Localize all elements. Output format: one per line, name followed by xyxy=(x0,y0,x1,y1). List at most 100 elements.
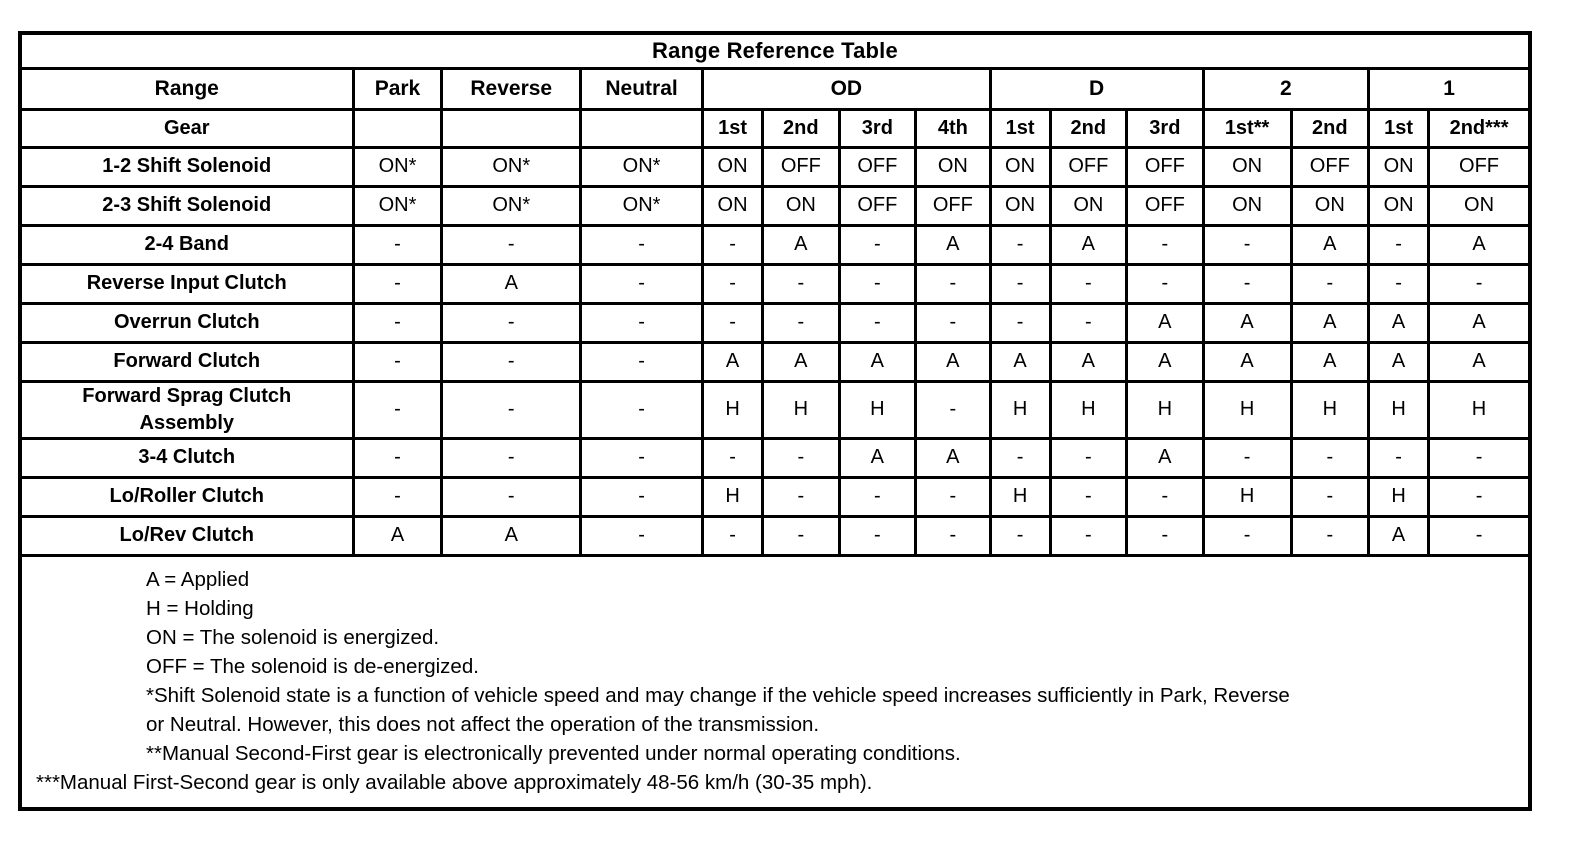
value-cell: A xyxy=(1289,340,1371,383)
range-reference-table: Range Reference Table Range Park Reverse… xyxy=(18,31,1532,811)
range-park-header: Park xyxy=(351,66,444,111)
value-cell: - xyxy=(1427,475,1532,518)
range-reverse-header: Reverse xyxy=(440,66,583,111)
row-label: Forward Clutch xyxy=(18,340,355,383)
value-cell: - xyxy=(440,301,583,344)
value-cell: H xyxy=(1201,475,1293,518)
gear-od-2nd: 2nd xyxy=(761,107,841,149)
value-cell: - xyxy=(837,262,918,305)
value-cell: A xyxy=(761,340,841,383)
value-cell: A xyxy=(1367,301,1431,344)
table-row: Reverse Input Clutch - A - - - - - - - - - - - - xyxy=(18,262,1532,305)
value-cell: A xyxy=(1048,223,1129,266)
value-cell: A xyxy=(1048,340,1129,383)
value-cell: A xyxy=(1289,301,1371,344)
value-cell: ON xyxy=(1289,184,1371,227)
value-cell: - xyxy=(761,436,841,479)
row-label: 1-2 Shift Solenoid xyxy=(18,145,355,188)
value-cell: A xyxy=(1367,340,1431,383)
value-cell: - xyxy=(1201,436,1293,479)
gear-empty-park xyxy=(351,107,444,149)
value-cell: H xyxy=(988,379,1052,440)
gear-od-3rd: 3rd xyxy=(837,107,918,149)
value-cell: - xyxy=(351,223,444,266)
table-row: 3-4 Clutch - - - - - A A - - A - - - - xyxy=(18,436,1532,479)
value-cell: - xyxy=(351,262,444,305)
row-label-text: Overrun Clutch xyxy=(113,311,260,333)
value-cell: ON xyxy=(1367,184,1431,227)
value-cell: A xyxy=(1427,340,1532,383)
value-cell: ON xyxy=(1048,184,1129,227)
value-cell: ON* xyxy=(440,184,583,227)
value-cell: A xyxy=(914,436,992,479)
value-cell: - xyxy=(701,223,765,266)
table-row: 2-4 Band - - - - A - A - A - - A - A xyxy=(18,223,1532,266)
value-cell: - xyxy=(701,301,765,344)
value-cell: - xyxy=(988,223,1052,266)
gear-2-1st: 1st** xyxy=(1201,107,1293,149)
value-cell: ON* xyxy=(440,145,583,188)
value-cell: - xyxy=(837,475,918,518)
range-neutral-header: Neutral xyxy=(579,66,705,111)
value-cell: H xyxy=(701,475,765,518)
value-cell: A xyxy=(837,436,918,479)
footnote-line: A = Applied xyxy=(146,567,250,591)
gear-od-1st: 1st xyxy=(701,107,765,149)
value-cell: - xyxy=(988,262,1052,305)
value-cell: - xyxy=(351,436,444,479)
gear-empty-neutral xyxy=(579,107,705,149)
range-od-header: OD xyxy=(701,66,992,111)
range-d-header: D xyxy=(988,66,1205,111)
row-label-text: Lo/Rev Clutch xyxy=(119,524,254,546)
row-label: Forward Sprag Clutch Assembly xyxy=(18,379,355,440)
row-label-text: 3-4 Clutch xyxy=(138,446,236,468)
value-cell: - xyxy=(914,262,992,305)
value-cell: OFF xyxy=(914,184,992,227)
value-cell: A xyxy=(914,223,992,266)
table-row: 1-2 Shift Solenoid ON* ON* ON* ON OFF OFF ON ON O… xyxy=(18,145,1532,188)
value-cell: H xyxy=(1367,475,1431,518)
value-cell: - xyxy=(1367,223,1431,266)
value-cell: OFF xyxy=(1427,145,1532,188)
footnote-line: ON = The solenoid is energized. xyxy=(146,625,440,649)
value-cell: - xyxy=(1427,436,1532,479)
value-cell: - xyxy=(1048,514,1129,557)
value-cell: - xyxy=(579,262,705,305)
title-row: Range Reference Table xyxy=(18,31,1532,70)
table-row: Lo/Rev Clutch A A - - - - - - - - - - A - xyxy=(18,514,1532,557)
value-cell: - xyxy=(579,301,705,344)
gear-empty-reverse xyxy=(440,107,583,149)
value-cell: - xyxy=(440,436,583,479)
value-cell: - xyxy=(440,340,583,383)
value-cell: OFF xyxy=(761,145,841,188)
value-cell: - xyxy=(761,514,841,557)
value-cell: - xyxy=(1201,514,1293,557)
value-cell: ON* xyxy=(351,184,444,227)
gear-1-1st: 1st xyxy=(1367,107,1431,149)
footnote-line: ***Manual First-Second gear is only avai… xyxy=(36,770,873,794)
row-label-text: Reverse Input Clutch xyxy=(86,272,287,294)
value-cell: A xyxy=(440,262,583,305)
footnotes-block: A = Applied H = Holding ON = The solenoid … xyxy=(18,553,1532,810)
value-cell: - xyxy=(837,514,918,557)
value-cell: A xyxy=(1201,301,1293,344)
value-cell: ON xyxy=(1367,145,1431,188)
value-cell: - xyxy=(701,262,765,305)
value-cell: - xyxy=(761,301,841,344)
value-cell: H xyxy=(988,475,1052,518)
table-row: Forward Clutch - - - A A A A A A A A A A A xyxy=(18,340,1532,383)
value-cell: - xyxy=(837,301,918,344)
value-cell: - xyxy=(1367,436,1431,479)
value-cell: - xyxy=(579,475,705,518)
value-cell: - xyxy=(1427,514,1532,557)
value-cell: A xyxy=(914,340,992,383)
row-label: Lo/Rev Clutch xyxy=(18,514,355,557)
value-cell: H xyxy=(1048,379,1129,440)
value-cell: A xyxy=(440,514,583,557)
value-cell: - xyxy=(761,475,841,518)
value-cell: ON xyxy=(1201,184,1293,227)
row-label-text: Forward Sprag Clutch Assembly xyxy=(82,384,292,434)
value-cell: - xyxy=(579,379,705,440)
value-cell: A xyxy=(1367,514,1431,557)
value-cell: - xyxy=(1201,262,1293,305)
